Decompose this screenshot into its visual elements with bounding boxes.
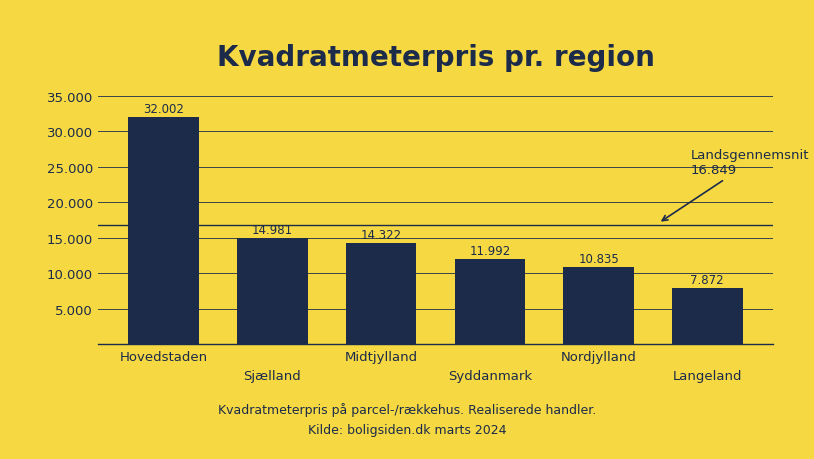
- Text: 11.992: 11.992: [469, 245, 510, 257]
- Text: 14.322: 14.322: [361, 228, 401, 241]
- Bar: [563, 268, 634, 344]
- Bar: [129, 118, 199, 344]
- Bar: [672, 289, 742, 344]
- Bar: [237, 238, 308, 344]
- Text: Landsgennemsnit
16.849: Landsgennemsnit 16.849: [663, 149, 809, 221]
- Text: 10.835: 10.835: [578, 253, 619, 266]
- Text: 32.002: 32.002: [143, 103, 184, 116]
- Text: 14.981: 14.981: [252, 224, 293, 236]
- Bar: [346, 243, 417, 344]
- Title: Kvadratmeterpris pr. region: Kvadratmeterpris pr. region: [217, 44, 654, 72]
- Text: 7.872: 7.872: [690, 274, 724, 287]
- Text: Kvadratmeterpris på parcel-/rækkehus. Realiserede handler.
Kilde: boligsiden.dk : Kvadratmeterpris på parcel-/rækkehus. Re…: [218, 402, 596, 436]
- Bar: [454, 259, 525, 344]
